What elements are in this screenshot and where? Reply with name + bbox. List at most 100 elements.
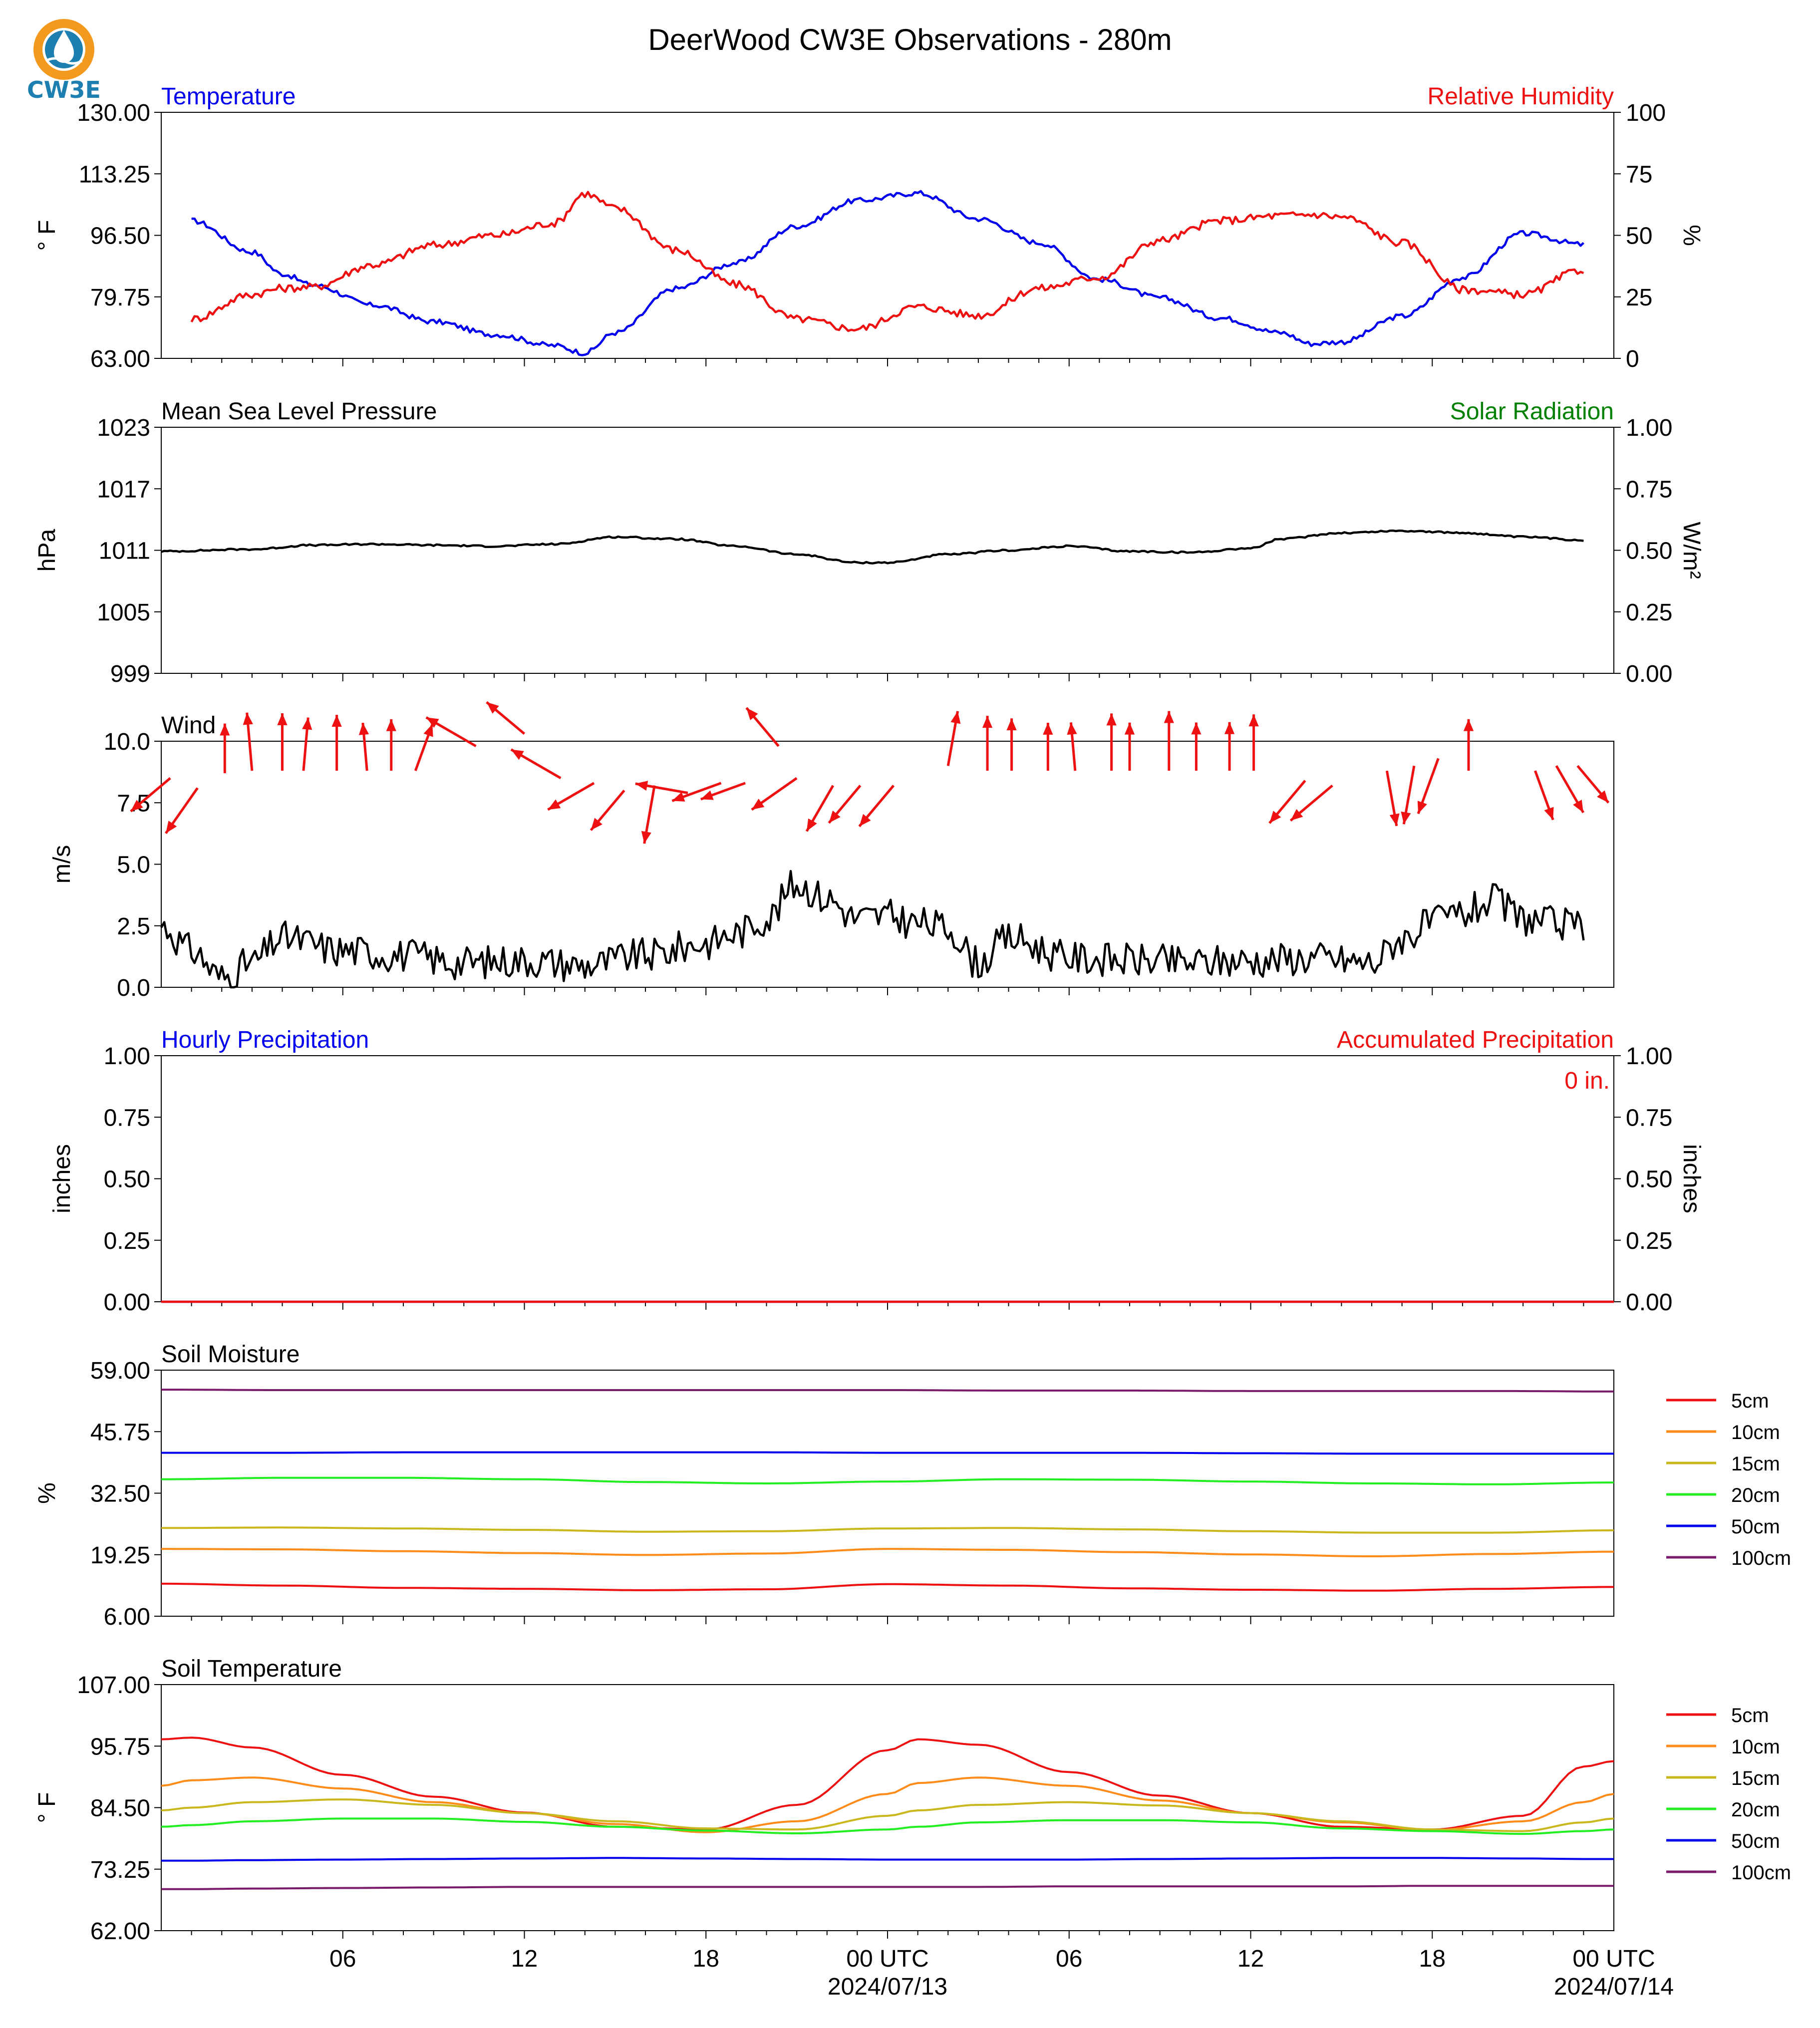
panel-title: Hourly Precipitation bbox=[161, 1027, 369, 1053]
plot-frame bbox=[161, 1370, 1614, 1617]
wind-direction-arrow-icon bbox=[1043, 722, 1053, 771]
y-tick-label: 1017 bbox=[97, 476, 150, 503]
wind-direction-arrow-icon bbox=[302, 717, 312, 771]
series-line-50cm bbox=[161, 1451, 1614, 1455]
wind-direction-arrow-icon bbox=[510, 748, 562, 780]
wind-direction-arrow-icon bbox=[982, 716, 993, 771]
wind-direction-arrow-icon bbox=[243, 712, 254, 771]
logo-wave-icon bbox=[45, 57, 83, 65]
x-tick-label: 18 bbox=[693, 1946, 719, 1972]
plot-frame bbox=[161, 1684, 1614, 1931]
y-tick-label: 1011 bbox=[99, 538, 150, 565]
water-drop-icon bbox=[54, 30, 74, 63]
y2-tick-label: 1.00 bbox=[1626, 415, 1672, 441]
panel-pressure: Mean Sea Level Pressure Solar Radiation 10… bbox=[34, 398, 1705, 687]
y-tick-label: 63.00 bbox=[90, 346, 150, 372]
wind-direction-arrow-icon bbox=[220, 723, 230, 774]
series-line-10cm bbox=[161, 1776, 1614, 1833]
series-line-5cm bbox=[161, 1737, 1614, 1831]
y2-tick-label: 1.00 bbox=[1626, 1043, 1672, 1070]
wind-direction-arrow-icon bbox=[1164, 711, 1174, 771]
wind-direction-arrow-icon bbox=[1417, 758, 1440, 815]
accumulated-total: 0 in. bbox=[1564, 1068, 1610, 1094]
y2-tick-label: 0.00 bbox=[1626, 1289, 1672, 1316]
x-date-label: 2024/07/13 bbox=[828, 1974, 947, 2000]
series-line-15cm bbox=[161, 1526, 1614, 1534]
cw3e-logo: CW3E bbox=[27, 19, 101, 103]
series-line-left bbox=[161, 529, 1584, 565]
wind-direction-arrow-icon bbox=[641, 785, 656, 844]
y-tick-label: 6.00 bbox=[104, 1604, 150, 1630]
x-tick-label: 12 bbox=[511, 1946, 538, 1972]
wind-direction-arrow-icon bbox=[590, 789, 625, 831]
legend-label: 5cm bbox=[1731, 1390, 1769, 1412]
legend-label: 20cm bbox=[1731, 1799, 1780, 1821]
y2-tick-label: 50 bbox=[1626, 223, 1652, 250]
series-line-20cm bbox=[161, 1817, 1614, 1835]
plot-frame bbox=[161, 427, 1614, 674]
y-tick-label: 1023 bbox=[97, 415, 150, 441]
y-tick-label: 2.5 bbox=[117, 913, 150, 940]
y2-tick-label: 0.00 bbox=[1626, 661, 1672, 687]
wind-direction-arrow-icon bbox=[1248, 714, 1259, 771]
panel-precip: Hourly Precipitation Accumulated Precipit… bbox=[49, 1027, 1705, 1316]
panel-temp_rh: Temperature Relative Humidity 130.00 113.25… bbox=[34, 83, 1705, 372]
wind-direction-arrow-icon bbox=[1463, 719, 1474, 771]
wind-direction-arrow-icon bbox=[130, 777, 171, 813]
wind-direction-arrow-icon bbox=[700, 782, 746, 801]
y-tick-label: 0.75 bbox=[104, 1105, 150, 1131]
wind-direction-arrow-icon bbox=[858, 785, 895, 828]
y-tick-label: 0.00 bbox=[104, 1289, 150, 1316]
legend-label: 100cm bbox=[1731, 1547, 1791, 1569]
y2-tick-label: 0.50 bbox=[1626, 538, 1672, 565]
legend-label: 5cm bbox=[1731, 1705, 1769, 1727]
legend-label: 15cm bbox=[1731, 1767, 1780, 1789]
y2-axis-label: % bbox=[1678, 225, 1705, 246]
series-line-right bbox=[190, 191, 1584, 332]
series-line-15cm bbox=[161, 1798, 1614, 1832]
legend-label: 10cm bbox=[1731, 1422, 1780, 1444]
panel-wind: Wind 10.0 7.5 5.0 2.5 0.0 m/s bbox=[49, 701, 1614, 1001]
wind-direction-arrow-icon bbox=[745, 707, 780, 747]
y-axis-label: % bbox=[34, 1482, 60, 1504]
wind-direction-arrow-icon bbox=[425, 716, 477, 748]
y-tick-label: 62.00 bbox=[90, 1918, 150, 1945]
wind-direction-arrow-icon bbox=[331, 715, 342, 771]
series-line-100cm bbox=[161, 1885, 1614, 1890]
wind-direction-arrow-icon bbox=[414, 723, 434, 772]
wind-direction-arrow-icon bbox=[1289, 784, 1333, 822]
y2-axis-label: inches bbox=[1678, 1144, 1705, 1213]
x-tick-label: 00 UTC bbox=[1572, 1946, 1655, 1972]
wind-direction-arrow-icon bbox=[1067, 722, 1077, 771]
wind-direction-arrow-icon bbox=[1106, 713, 1117, 771]
y-tick-label: 7.5 bbox=[117, 790, 150, 817]
y2-tick-label: 0.75 bbox=[1626, 476, 1672, 503]
y2-tick-label: 25 bbox=[1626, 285, 1652, 311]
legend-label: 100cm bbox=[1731, 1862, 1791, 1884]
y-tick-label: 59.00 bbox=[90, 1358, 150, 1384]
wind-direction-arrow-icon bbox=[1006, 718, 1017, 771]
panel-title: Wind bbox=[161, 712, 216, 739]
y2-tick-label: 100 bbox=[1626, 100, 1666, 126]
y-tick-label: 113.25 bbox=[79, 161, 150, 188]
y-tick-label: 84.50 bbox=[90, 1795, 150, 1822]
series-line-10cm bbox=[161, 1548, 1614, 1557]
wind-direction-arrow-icon bbox=[1385, 770, 1400, 827]
wind-direction-arrow-icon bbox=[1401, 765, 1416, 825]
wind-direction-arrow-icon bbox=[547, 782, 595, 811]
panel-right-title: Relative Humidity bbox=[1428, 83, 1614, 110]
y-tick-label: 999 bbox=[110, 661, 150, 687]
panel-right-title: Solar Radiation bbox=[1450, 398, 1614, 425]
wind-direction-arrow-icon bbox=[386, 719, 396, 771]
y-axis-label: inches bbox=[49, 1144, 75, 1213]
wind-direction-arrow-icon bbox=[165, 787, 199, 834]
wind-direction-arrow-icon bbox=[805, 785, 835, 832]
y-axis-label: ° F bbox=[34, 220, 60, 251]
y-tick-label: 96.50 bbox=[90, 223, 150, 250]
y-tick-label: 1005 bbox=[97, 599, 150, 626]
y-tick-label: 107.00 bbox=[77, 1672, 150, 1699]
panel-title: Temperature bbox=[161, 83, 296, 110]
y-tick-label: 32.50 bbox=[90, 1481, 150, 1507]
panel-soil_temp: Soil Temperature 107.00 95.75 84.50 73.25 62.… bbox=[34, 1656, 1791, 2000]
series-line-left bbox=[191, 190, 1584, 356]
